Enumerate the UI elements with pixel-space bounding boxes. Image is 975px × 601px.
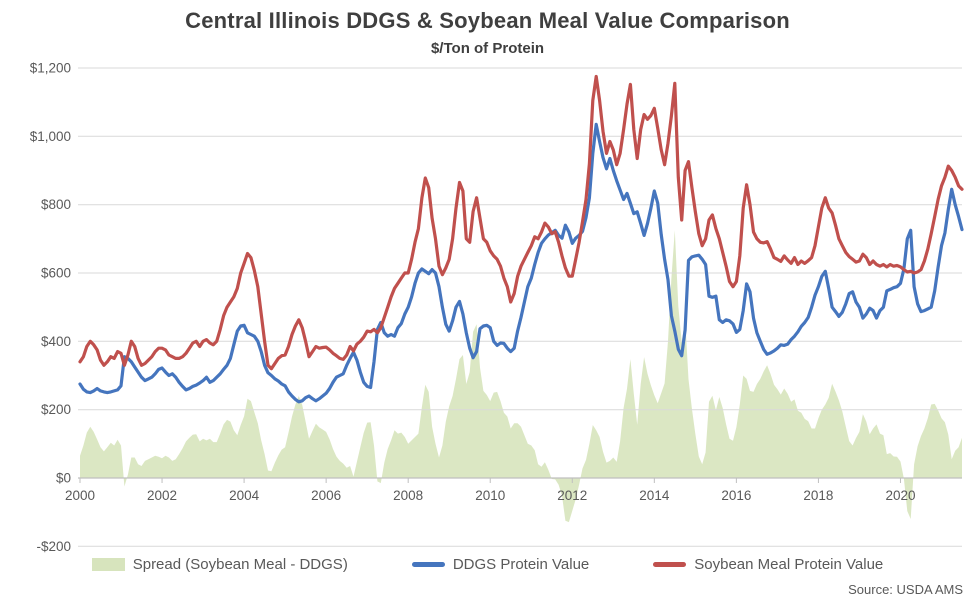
- spread-swatch-icon: [91, 558, 125, 571]
- x-axis-label: 2018: [803, 488, 833, 503]
- x-axis-label: 2000: [65, 488, 95, 503]
- legend-item-spread: Spread (Soybean Meal - DDGS): [91, 556, 348, 573]
- x-axis-label: 2010: [475, 488, 505, 503]
- legend-label-meal: Soybean Meal Protein Value: [694, 556, 884, 573]
- meal-swatch-icon: [653, 562, 687, 567]
- legend: Spread (Soybean Meal - DDGS) DDGS Protei…: [0, 556, 975, 573]
- x-axis-label: 2006: [311, 488, 341, 503]
- spread-area-series: [80, 230, 962, 523]
- y-axis-label: $1,000: [30, 129, 71, 144]
- y-axis-label: $400: [41, 334, 71, 349]
- source-note: Source: USDA AMS: [848, 582, 963, 597]
- x-axis-label: 2014: [639, 488, 670, 503]
- legend-item-ddgs: DDGS Protein Value: [411, 556, 590, 573]
- y-axis-label: $800: [41, 197, 71, 212]
- y-axis-label: $1,200: [30, 61, 71, 76]
- y-axis-label: $600: [41, 266, 71, 281]
- x-axis-label: 2020: [885, 488, 915, 503]
- legend-label-spread: Spread (Soybean Meal - DDGS): [132, 556, 348, 573]
- soybean-meal-line-series: [78, 74, 964, 371]
- ddgs-swatch-icon: [411, 562, 445, 567]
- legend-item-meal: Soybean Meal Protein Value: [653, 556, 883, 573]
- x-axis-label: 2004: [229, 488, 260, 503]
- y-axis-label: -$200: [36, 539, 71, 554]
- chart-title: Central Illinois DDGS & Soybean Meal Val…: [185, 8, 790, 33]
- x-axis-label: 2012: [557, 488, 587, 503]
- x-axis-label: 2002: [147, 488, 177, 503]
- legend-label-ddgs: DDGS Protein Value: [452, 556, 590, 573]
- y-axis-label: $0: [56, 471, 71, 486]
- ddgs-line-series: [78, 122, 964, 404]
- y-axis-label: $200: [41, 402, 71, 417]
- x-axis-label: 2016: [721, 488, 751, 503]
- chart-subtitle: $/Ton of Protein: [430, 40, 545, 57]
- x-axis-label: 2008: [393, 488, 423, 503]
